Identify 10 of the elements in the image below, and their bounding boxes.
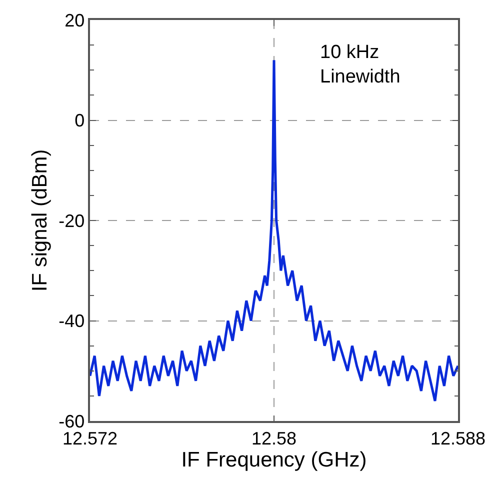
y-tick-label: 20 <box>64 10 85 30</box>
y-axis-title: IF signal (dBm) <box>28 149 52 292</box>
x-tick-label: 12.58 <box>251 428 297 448</box>
annotation: 10 kHz Linewidth <box>320 42 400 88</box>
line-series <box>90 58 458 402</box>
y-tick-label: -20 <box>58 210 85 231</box>
y-tick-label: -40 <box>58 311 85 332</box>
x-tick-label: 12.588 <box>430 428 486 448</box>
x-axis-title: IF Frequency (GHz) <box>181 448 367 472</box>
y-tick-label: 0 <box>74 110 85 131</box>
